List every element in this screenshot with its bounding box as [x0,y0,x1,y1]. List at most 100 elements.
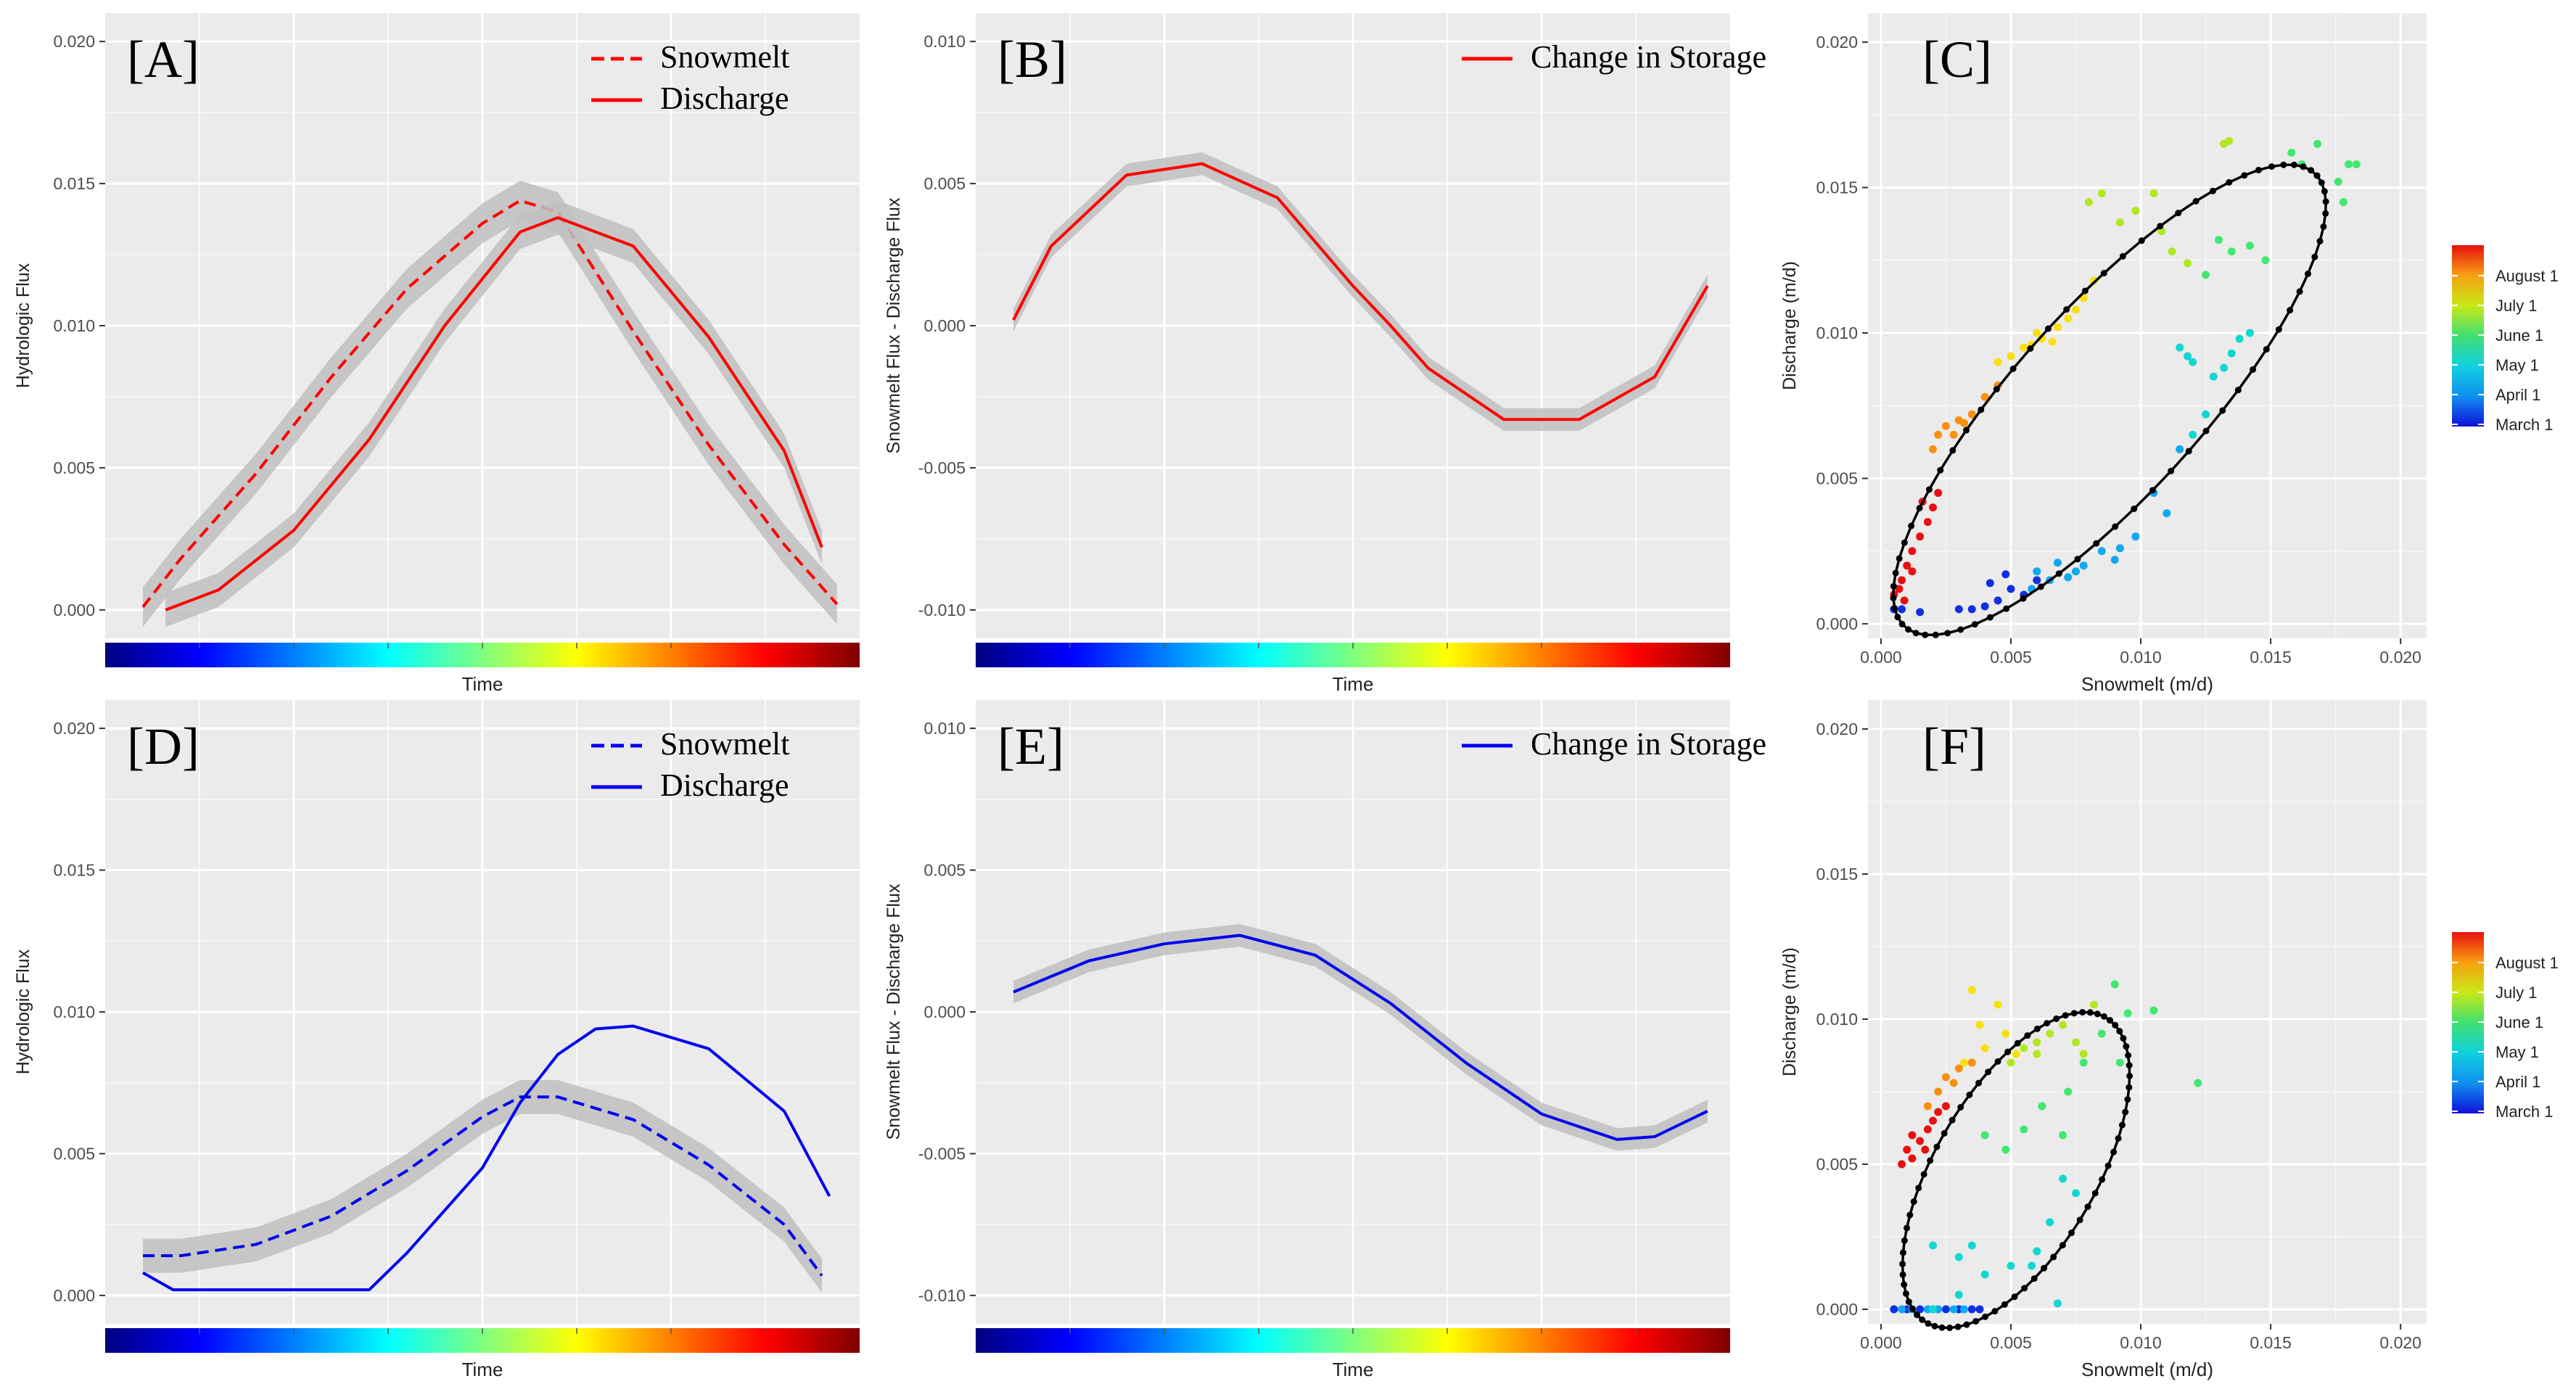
data-point [2028,1261,2036,1270]
series-line-snowmelt [143,1095,823,1277]
data-point [2020,1044,2028,1053]
data-point [2033,576,2041,585]
data-point [1923,1125,1932,1134]
ellipse-point [2041,1264,2048,1272]
ellipse-point [1978,406,1985,413]
ellipse-point [2308,167,2315,174]
y-tick-label: 0.005 [923,861,966,880]
colorbar-label: August 1 [2495,267,2559,285]
data-point [2084,198,2093,207]
x-axis-label: Snowmelt (m/d) [2081,673,2213,695]
ellipse-point [2112,1021,2119,1029]
ellipse-point [2100,270,2107,277]
ellipse-point [1925,486,1933,493]
data-point [2059,1131,2067,1140]
data-point [1916,608,1925,617]
ellipse-point [2033,1025,2041,1032]
ellipse-point [1991,1308,1999,1315]
y-tick-label: 0.020 [53,719,95,738]
data-point [1908,1131,1917,1140]
series-line-snowmelt [141,199,839,609]
x-tick-label: 0.015 [2250,1333,2292,1352]
ellipse-point [1963,427,1970,434]
x-tick-label: 0.000 [1860,648,1902,667]
data-point [1929,1241,1938,1250]
ellipse-point [2290,161,2297,168]
ellipse-point [1975,1079,1983,1087]
data-point [2352,160,2361,168]
data-point [2079,1058,2088,1067]
ellipse-point [1972,1318,1980,1325]
ellipse-point [1905,626,1912,633]
data-point [2072,1189,2081,1198]
ellipse-point [1892,569,1899,577]
ellipse-point [2313,172,2321,179]
ellipse-point [1908,522,1915,530]
panel-B: -0.010 -0.005 0.000 0.005 0.010 Snowmelt Flux… [884,13,1766,695]
ellipse-point [2059,1242,2066,1249]
data-point [1934,489,1943,498]
data-point [1908,567,1917,576]
ellipse-point [2115,1134,2122,1142]
ellipse-point [2055,570,2062,577]
data-point [2176,343,2184,352]
ellipse-point [1946,1325,1954,1332]
data-point [1967,410,1976,419]
ellipse-point [2100,1013,2107,1020]
ellipse-point [2250,366,2257,373]
y-tick-label: 0.000 [923,1002,966,1021]
x-tick-label: 0.005 [1990,1333,2032,1352]
ellipse-point [1957,626,1964,633]
panel-label: [D] [127,717,199,775]
y-axis-label: Hydrologic Flux [13,949,33,1074]
data-point [1941,421,1950,430]
ellipse-point [1986,614,1993,621]
ellipse-point [2079,1008,2086,1016]
y-tick-label: 0.015 [53,861,95,880]
ellipse-point [1937,466,1944,474]
data-point [1960,1305,1969,1314]
ellipse-point [2030,1275,2038,1282]
data-point [1949,1079,1958,1087]
x-tick-label: 0.010 [2120,648,2162,667]
ellipse-point [1933,1143,1941,1150]
data-point [2149,1006,2158,1015]
ellipse-point [1906,1211,1914,1219]
data-point [2202,271,2210,279]
data-point [2245,329,2254,337]
data-point [1980,602,1989,611]
ellipse-point [1966,1091,1973,1098]
data-point [1941,1305,1950,1314]
data-point [2007,1261,2015,1270]
data-point [1898,1305,1906,1314]
panel-label: [C] [1922,30,1992,88]
colorbar-label: April 1 [2495,386,2540,404]
data-point [1941,1073,1950,1082]
ellipse-point [1901,539,1908,546]
ellipse-point [1993,386,2000,393]
data-point [2012,1050,2020,1058]
ellipse-point [1891,605,1898,612]
data-point [2059,1174,2067,1183]
ellipse-point [2255,166,2262,173]
ellipse-point [1915,1185,1922,1192]
y-axis-label: Snowmelt Flux - Discharge Flux [884,197,904,453]
ellipse-point [2120,1034,2127,1042]
ellipse-point [2192,197,2200,205]
colorbar-label: March 1 [2495,1103,2553,1121]
data-point [1980,392,1989,401]
data-point [2209,372,2218,381]
data-point [1929,503,1938,512]
ellipse-point [2124,1096,2131,1103]
ellipse-point [2050,1253,2057,1261]
data-point [2227,349,2236,358]
ellipse-point [1944,630,1951,637]
data-point [1967,1305,1976,1314]
ellipse-point [1896,555,1903,562]
data-point [1967,605,1976,614]
colorbar-label: July 1 [2495,297,2537,315]
x-axis-label: Snowmelt (m/d) [2081,1359,2213,1380]
data-point [1954,605,1963,614]
panel-A: 0.000 0.005 0.010 0.015 0.020 Hydrologic Flux… [13,13,860,695]
